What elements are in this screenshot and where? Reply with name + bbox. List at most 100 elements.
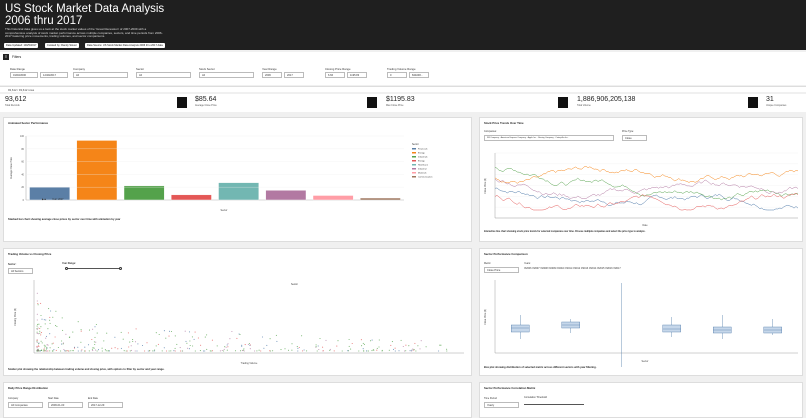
scatter-point: [361, 345, 363, 347]
slider-handle[interactable]: [119, 266, 122, 270]
scatter-point: [263, 347, 265, 349]
legend-swatch: [412, 156, 416, 158]
scatter-point: [298, 346, 300, 349]
scatter-point: [319, 337, 321, 340]
companies-multiselect[interactable]: 3M Company · American Express Company · …: [484, 135, 614, 141]
sector-comparison-panel: Sector Performance Comparison Metric: Cl…: [479, 248, 803, 376]
kpi-total-records: 93,612 Total Records: [5, 96, 27, 107]
sector-select[interactable]: All: [136, 72, 191, 78]
row-count: 93,612 / 93,612 rows: [0, 86, 806, 92]
scatter-point: [241, 345, 243, 347]
filters-bar: ≡ Filters Date Range 01/03/2006 12/29/20…: [0, 52, 806, 85]
daily-company-label: Company: [8, 397, 19, 400]
filter-toggle-icon[interactable]: ≡: [3, 54, 9, 60]
sector-box-plot[interactable]: Sector Close Price ($): [480, 275, 804, 367]
series-line: [494, 187, 799, 211]
legend-swatch: [412, 168, 416, 170]
scatter-point: [184, 330, 186, 332]
scatter-point: [144, 350, 146, 352]
source-badge[interactable]: Data Source: US Stock Market Data Analys…: [85, 43, 165, 48]
volume-scatter-chart[interactable]: Trading Volume Closing Price ($) Sector: [4, 275, 473, 365]
scatter-point: [261, 336, 264, 338]
x-axis-label: Sector: [642, 360, 649, 363]
scatter-point: [57, 346, 59, 349]
period-select[interactable]: Yearly: [484, 402, 519, 408]
play-button[interactable]: ▶ ■: [42, 198, 46, 201]
scatter-point: [168, 330, 171, 332]
legend-title: Sector: [291, 283, 298, 286]
stock-sector-select[interactable]: All: [199, 72, 254, 78]
volume-min-input[interactable]: 0: [387, 72, 407, 78]
scatter-point: [53, 349, 55, 351]
box: [662, 324, 681, 333]
scatter-point: [43, 349, 45, 351]
years-checkboxes[interactable]: ☑2006 ☑2007 ☑2008 ☑2009 ☑2010 ☑2011 ☑201…: [524, 267, 621, 270]
panel-title: Trading Volume vs Closing Price: [8, 252, 52, 256]
scatter-point: [36, 349, 39, 351]
closing-min-input[interactable]: 6.66: [325, 72, 345, 78]
year-range-slider[interactable]: [66, 268, 121, 269]
scatter-point: [44, 346, 46, 348]
volume-max-input[interactable]: 843248...: [409, 72, 429, 78]
price-line-chart[interactable]: Date Close Price ($): [480, 148, 804, 230]
panel-description: Box plot showing distribution of selecte…: [484, 366, 597, 369]
scatter-point: [170, 330, 173, 333]
scatter-point: [211, 350, 214, 352]
year-end-input[interactable]: 2017: [284, 72, 304, 78]
scatter-point: [280, 349, 282, 351]
scatter-point: [260, 350, 262, 352]
sector-filter-select[interactable]: All Sectors: [8, 268, 33, 274]
scatter-point: [400, 339, 402, 341]
daily-end-label: End Date: [88, 397, 98, 400]
scatter-point: [405, 350, 407, 352]
scatter-point: [73, 347, 76, 349]
metric-select[interactable]: Close Price: [484, 267, 519, 273]
scatter-point: [107, 350, 109, 352]
scatter-point: [65, 333, 67, 335]
scatter-point: [130, 345, 132, 347]
panel-description: Scatter plot showing the relationship be…: [8, 368, 165, 371]
daily-end-input[interactable]: 2017-12-29: [88, 402, 123, 408]
scatter-point: [70, 350, 72, 352]
scatter-point: [55, 310, 57, 312]
scatter-point: [254, 350, 256, 352]
scatter-point: [187, 347, 189, 349]
daily-start-input[interactable]: 2006-01-03: [48, 402, 83, 408]
scatter-point: [419, 348, 421, 350]
scatter-point: [411, 349, 413, 351]
date-start-input[interactable]: 01/03/2006: [10, 72, 38, 78]
scatter-point: [62, 329, 64, 331]
scatter-point: [440, 344, 442, 346]
scatter-point: [351, 342, 353, 345]
legend-swatch: [412, 152, 416, 154]
sector-bar-chart[interactable]: 020406080100SectorFinancialsEnergyIndust…: [4, 128, 473, 223]
slider-handle[interactable]: [65, 266, 68, 270]
badge-row: Data Updated: 10/25/2017 Curated by: Ran…: [0, 43, 806, 50]
date-end-input[interactable]: 12/29/2017: [40, 72, 68, 78]
bar: [360, 197, 401, 201]
scatter-point: [297, 350, 299, 352]
scatter-point: [36, 329, 38, 331]
price-type-select[interactable]: Close: [622, 135, 647, 141]
scatter-point: [73, 346, 76, 348]
scatter-point: [206, 334, 208, 336]
company-select[interactable]: All: [73, 72, 128, 78]
threshold-slider[interactable]: [524, 404, 584, 405]
scatter-point: [247, 343, 249, 346]
scatter-point: [88, 329, 91, 331]
dashboard-header: US Stock Market Data Analysis 2006 thru …: [0, 0, 806, 50]
closing-max-input[interactable]: 1195.83: [347, 72, 367, 78]
scatter-point: [94, 343, 96, 346]
scatter-point: [81, 349, 83, 351]
scatter-point: [46, 350, 48, 352]
panel-description: Interactive line chart showing stock pri…: [484, 231, 646, 233]
scatter-point: [296, 346, 298, 348]
scatter-point: [45, 350, 47, 352]
play-year-label: Year: 2017: [52, 198, 64, 201]
scatter-point: [194, 350, 196, 352]
scatter-point: [36, 340, 38, 342]
scatter-point: [132, 340, 134, 343]
daily-company-select[interactable]: All Companies: [8, 402, 43, 408]
bar: [29, 187, 70, 201]
year-start-input[interactable]: 2006: [262, 72, 282, 78]
